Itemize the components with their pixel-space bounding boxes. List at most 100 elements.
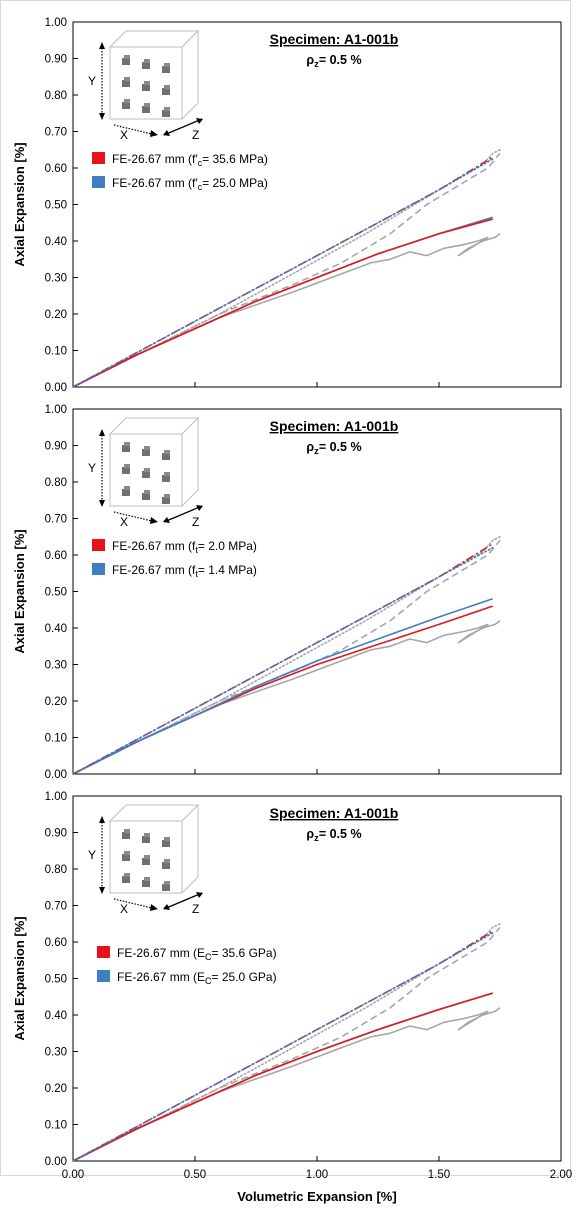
y-tick-label: 1.00 xyxy=(45,404,67,416)
series-line-1 xyxy=(72,605,493,775)
y-tick-label: 0.50 xyxy=(45,587,67,599)
y-tick-label: 0.30 xyxy=(45,1047,67,1059)
rebar-icon xyxy=(164,450,170,454)
y-tick-label: 0.10 xyxy=(45,1120,67,1132)
cube-x-label: X xyxy=(120,128,128,142)
text-span: ρ xyxy=(306,827,314,841)
y-tick-label: 0.00 xyxy=(45,382,67,394)
y-tick-label: 0.40 xyxy=(45,1010,67,1022)
x-tick-label: 0.50 xyxy=(184,1169,206,1181)
cube-z-label: Z xyxy=(192,515,199,529)
text-span: = 35.6 GPa) xyxy=(212,946,277,960)
text-span: = 1.4 MPa) xyxy=(198,563,257,577)
x-axis-arrow-icon xyxy=(113,124,157,136)
x-tick-label: 1.00 xyxy=(306,1169,328,1181)
z-axis-arrow-icon xyxy=(163,118,203,136)
cube-z-label: Z xyxy=(192,128,199,142)
x-axis-arrow-icon xyxy=(113,898,157,910)
y-tick-label: 0.90 xyxy=(45,54,67,66)
legend-label: FE-26.67 mm (ft= 1.4 MPa) xyxy=(112,563,257,579)
arrowhead-icon xyxy=(99,816,105,823)
rebar-icon xyxy=(142,449,150,456)
arrowhead-icon xyxy=(163,517,170,523)
legend-swatch xyxy=(92,563,105,575)
arrowhead-icon xyxy=(99,500,105,507)
rebar-icon xyxy=(122,467,130,474)
y-tick-label: 0.60 xyxy=(45,550,67,562)
rebar-icon xyxy=(144,446,150,450)
rebar-icon xyxy=(164,472,170,476)
chart-panel-2: 0.00 0.10 0.20 0.30 0.40 0.50 0.60 0.70 0.80 0.90… xyxy=(12,404,562,781)
text-span: FE-26.67 mm ( xyxy=(112,176,192,190)
arrowhead-icon xyxy=(99,113,105,120)
rebar-icon xyxy=(142,836,150,843)
y-tick-label: 1.00 xyxy=(45,17,67,29)
y-tick-label: 0.60 xyxy=(45,163,67,175)
cube-side-face xyxy=(181,29,199,121)
y-tick-label: 0.50 xyxy=(45,974,67,986)
text-span: = 0.5 % xyxy=(319,827,362,841)
rebar-icon xyxy=(144,103,150,107)
text-span: FE-26.67 mm ( xyxy=(112,539,192,553)
text-span: FE-26.67 mm ( xyxy=(112,563,192,577)
rebar-icon xyxy=(164,85,170,89)
text-span: c xyxy=(198,158,203,168)
rebar-icon xyxy=(124,829,130,833)
legend-label: FE-26.67 mm (EC= 35.6 GPa) xyxy=(117,946,277,962)
rebar-icon xyxy=(144,855,150,859)
text-span: ρ xyxy=(306,440,314,454)
rebar-icon xyxy=(162,66,170,73)
text-span: = 25.0 MPa) xyxy=(202,176,268,190)
legend-swatch xyxy=(92,176,105,188)
y-tick-label: 0.80 xyxy=(45,477,67,489)
legend-label: FE-26.67 mm (EC= 25.0 GPa) xyxy=(117,970,277,986)
rebar-icon xyxy=(144,81,150,85)
rebar-icon xyxy=(142,471,150,478)
text-span: FE-26.67 mm ( xyxy=(117,970,197,984)
text-span: z xyxy=(314,833,319,843)
y-tick-label: 0.50 xyxy=(45,200,67,212)
rebar-icon xyxy=(144,490,150,494)
y-tick-label: 1.00 xyxy=(45,791,67,803)
figure-frame xyxy=(0,0,571,1176)
rebar-icon xyxy=(124,55,130,59)
chart-subtitle: ρz= 0.5 % xyxy=(306,53,361,69)
text-span: t xyxy=(195,545,198,555)
text-span: c xyxy=(198,182,203,192)
rebar-icon xyxy=(164,107,170,111)
chart-subtitle: ρz= 0.5 % xyxy=(306,440,361,456)
rebar-icon xyxy=(162,475,170,482)
text-span: z xyxy=(314,446,319,456)
text-span: ρ xyxy=(306,53,314,67)
x-tick-label: 1.50 xyxy=(428,1169,450,1181)
y-tick-label: 0.70 xyxy=(45,127,67,139)
z-axis-arrow-icon xyxy=(163,505,203,523)
arrowhead-icon xyxy=(150,130,158,137)
series-line-6 xyxy=(72,926,501,1162)
legend-swatch xyxy=(92,539,105,551)
y-tick-label: 0.70 xyxy=(45,901,67,913)
rebar-icon xyxy=(144,59,150,63)
text-span: = 0.5 % xyxy=(319,53,362,67)
rebar-icon xyxy=(142,858,150,865)
text-span: z xyxy=(314,59,319,69)
chart-panel-1: 0.00 0.10 0.20 0.30 0.40 0.50 0.60 0.70 0.80 0.90… xyxy=(12,17,562,394)
legend-label: FE-26.67 mm (f′c= 35.6 MPa) xyxy=(112,152,268,168)
y-tick-label: 0.80 xyxy=(45,90,67,102)
text-span: = 2.0 MPa) xyxy=(198,539,257,553)
rebar-icon xyxy=(164,837,170,841)
arrowhead-icon xyxy=(163,904,170,910)
rebar-icon xyxy=(162,497,170,504)
y-tick-label: 0.90 xyxy=(45,828,67,840)
arrowhead-icon xyxy=(196,118,203,124)
text-span: = 25.0 GPa) xyxy=(212,970,277,984)
y-axis-label: Axial Expansion [%] xyxy=(12,529,27,653)
series-line-2 xyxy=(72,598,493,775)
series-line-5 xyxy=(72,923,501,1162)
legend-swatch xyxy=(97,970,110,982)
rebar-icon xyxy=(164,494,170,498)
z-axis-arrow-icon xyxy=(163,892,203,910)
chart-subtitle: ρz= 0.5 % xyxy=(306,827,361,843)
series-line-4 xyxy=(72,158,494,388)
rebar-icon xyxy=(124,464,130,468)
